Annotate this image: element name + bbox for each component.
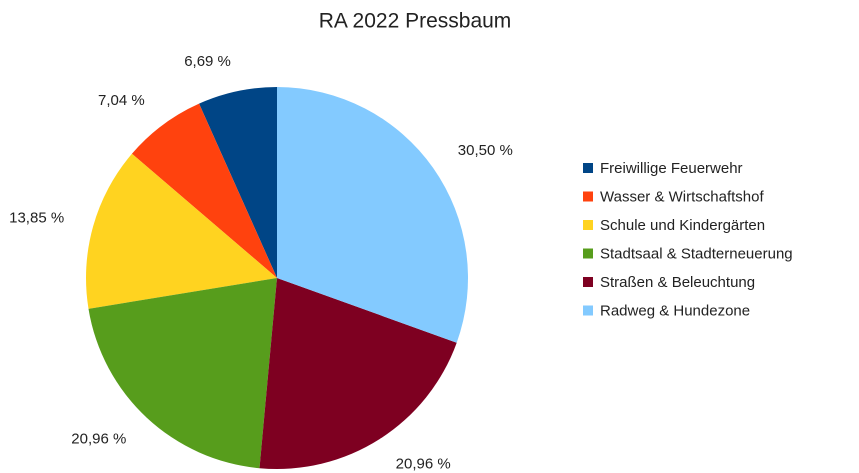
legend-label: Stadtsaal & Stadterneuerung (600, 245, 793, 262)
data-label: 7,04 % (98, 92, 145, 109)
legend-swatch (583, 277, 593, 287)
legend-label: Freiwillige Feuerwehr (600, 160, 743, 177)
data-label: 20,96 % (396, 455, 451, 472)
data-label: 20,96 % (71, 431, 126, 448)
legend-swatch (583, 163, 593, 173)
pie-slice (88, 278, 278, 469)
legend-label: Schule und Kindergärten (600, 217, 765, 234)
pie-slice (199, 87, 277, 278)
pie-slice (277, 87, 468, 343)
pie-slice (131, 103, 277, 279)
legend-swatch (583, 248, 593, 259)
legend-label: Radweg & Hundezone (600, 302, 750, 319)
legend-label: Wasser & Wirtschaftshof (600, 188, 764, 205)
legend-swatch (583, 220, 593, 230)
legend-swatch (583, 191, 593, 202)
legend-label: Straßen & Beleuchtung (600, 274, 755, 291)
pie-slice (85, 153, 277, 309)
data-label: 30,50 % (458, 142, 513, 159)
legend-swatch (583, 305, 593, 316)
pie-slice (259, 278, 457, 469)
data-label: 13,85 % (9, 209, 64, 226)
chart-title: RA 2022 Pressbaum (319, 10, 512, 33)
data-label: 6,69 % (184, 53, 231, 70)
